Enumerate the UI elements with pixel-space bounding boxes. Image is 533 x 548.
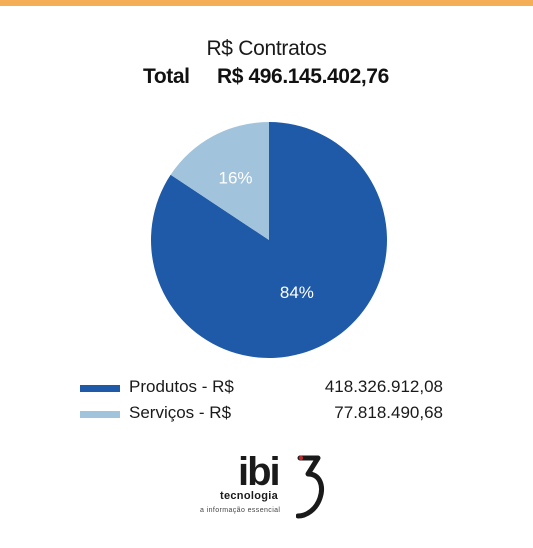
pie-slice-servicos	[170, 122, 269, 240]
logo-brand-text: ibi	[238, 450, 281, 494]
total-value: R$ 496.145.402,76	[217, 65, 389, 88]
pie-label-produtos: 84%	[280, 283, 314, 302]
logo-tagline: a informação essencial	[200, 507, 281, 514]
legend-label-produtos: Produtos - R$	[129, 377, 234, 396]
legend-item-servicos: Serviços - R$ 77.818.490,68	[80, 403, 460, 425]
total-label: Total	[143, 65, 190, 88]
total-row: Total R$ 496.145.402,76	[143, 65, 389, 89]
ibi-tecnologia-logo: ibi tecnologia a informação essencial	[200, 450, 330, 524]
legend-label-servicos: Serviços - R$	[129, 403, 232, 422]
legend-swatch-produtos	[80, 385, 120, 392]
pie-slice-produtos	[150, 122, 387, 359]
chart-title: R$ Contratos	[206, 37, 327, 60]
logo-three-glyph-icon	[296, 455, 324, 519]
legend-value-servicos: 77.818.490,68	[334, 403, 443, 422]
legend-swatch-servicos	[80, 411, 120, 418]
logo-brand: ibi	[238, 450, 281, 494]
pie-label-servicos: 16%	[218, 169, 252, 188]
logo-subtitle: tecnologia	[220, 490, 279, 502]
legend-item-produtos: Produtos - R$ 418.326.912,08	[80, 377, 460, 399]
legend-value-produtos: 418.326.912,08	[324, 377, 443, 396]
accent-top-bar	[0, 0, 533, 6]
